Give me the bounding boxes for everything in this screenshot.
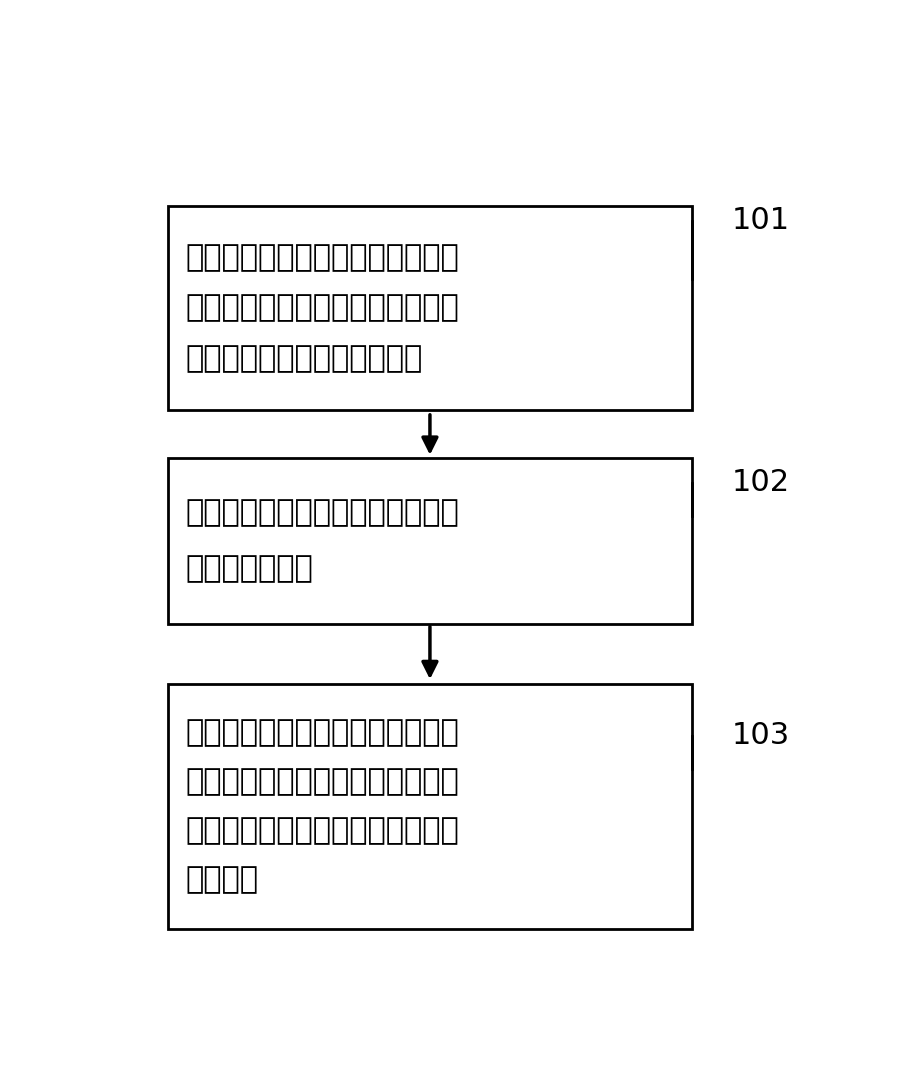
Bar bbox=[167, 684, 693, 929]
Text: 行心律疑似区域: 行心律疑似区域 bbox=[185, 554, 313, 583]
Bar bbox=[167, 206, 693, 410]
Text: 101: 101 bbox=[731, 206, 790, 235]
Text: 根据所述散点图信息，初步选取并: 根据所述散点图信息，初步选取并 bbox=[185, 498, 459, 528]
Text: 确定并行心律的度量指标，通过设: 确定并行心律的度量指标，通过设 bbox=[185, 719, 459, 748]
Bar bbox=[167, 457, 693, 624]
Text: 所述并行心律疑似区域内筛选出并: 所述并行心律疑似区域内筛选出并 bbox=[185, 817, 459, 846]
Text: 制室性异位间期散点图，所述散点: 制室性异位间期散点图，所述散点 bbox=[185, 243, 459, 272]
Text: 图包括室性异位间期时间散点信息: 图包括室性异位间期时间散点信息 bbox=[185, 293, 459, 323]
Text: 103: 103 bbox=[731, 722, 790, 751]
Text: 置所述度量指标的阈值，进一步在: 置所述度量指标的阈值，进一步在 bbox=[185, 767, 459, 796]
Text: 行心律段: 行心律段 bbox=[185, 865, 258, 894]
Text: 102: 102 bbox=[731, 468, 790, 497]
Text: 和早搏联律间期时间散点信息: 和早搏联律间期时间散点信息 bbox=[185, 344, 423, 373]
